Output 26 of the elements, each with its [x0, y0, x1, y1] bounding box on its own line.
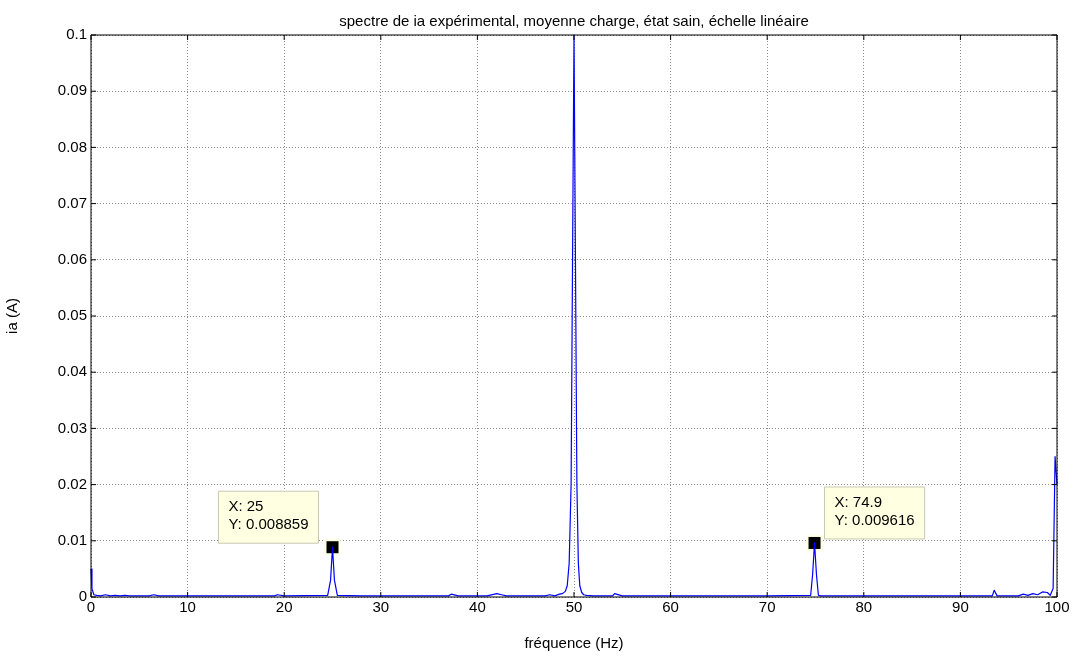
x-tick-label: 50 [565, 598, 583, 616]
chart-title: spectre de ia expérimental, moyenne charge, état sain, échelle linéaire [339, 11, 809, 29]
x-tick-label: 10 [179, 598, 196, 616]
x-axis-title: fréquence (Hz) [524, 634, 624, 652]
y-tick-label: 0.02 [57, 474, 87, 492]
x-tick-label: 100 [1044, 598, 1070, 616]
y-tick-label: 0.04 [57, 362, 87, 380]
x-tick-label: 60 [662, 598, 679, 616]
y-tick-label: 0.03 [57, 418, 87, 436]
y-tick-label: 0.01 [57, 530, 87, 548]
x-tick-label: 90 [952, 598, 969, 616]
x-tick-label: 30 [372, 598, 390, 616]
y-tick-label: 0.05 [57, 306, 87, 324]
annotation: X: 25 Y: 0.008859 [228, 496, 309, 532]
annotation: X: 74.9 Y: 0.009616 [834, 492, 915, 528]
y-tick-label: 0.09 [57, 81, 87, 99]
y-tick-label: 0.07 [57, 193, 87, 211]
x-tick-label: 70 [758, 598, 776, 616]
y-tick-label: 0.08 [57, 137, 87, 155]
y-tick-label: 0.1 [66, 25, 87, 43]
y-axis-title: ia (A) [3, 298, 21, 334]
x-tick-label: 80 [855, 598, 873, 616]
x-tick-label: 20 [275, 598, 293, 616]
y-tick-label: 0 [78, 587, 87, 605]
y-tick-label: 0.06 [57, 249, 87, 267]
x-tick-label: 40 [469, 598, 486, 616]
